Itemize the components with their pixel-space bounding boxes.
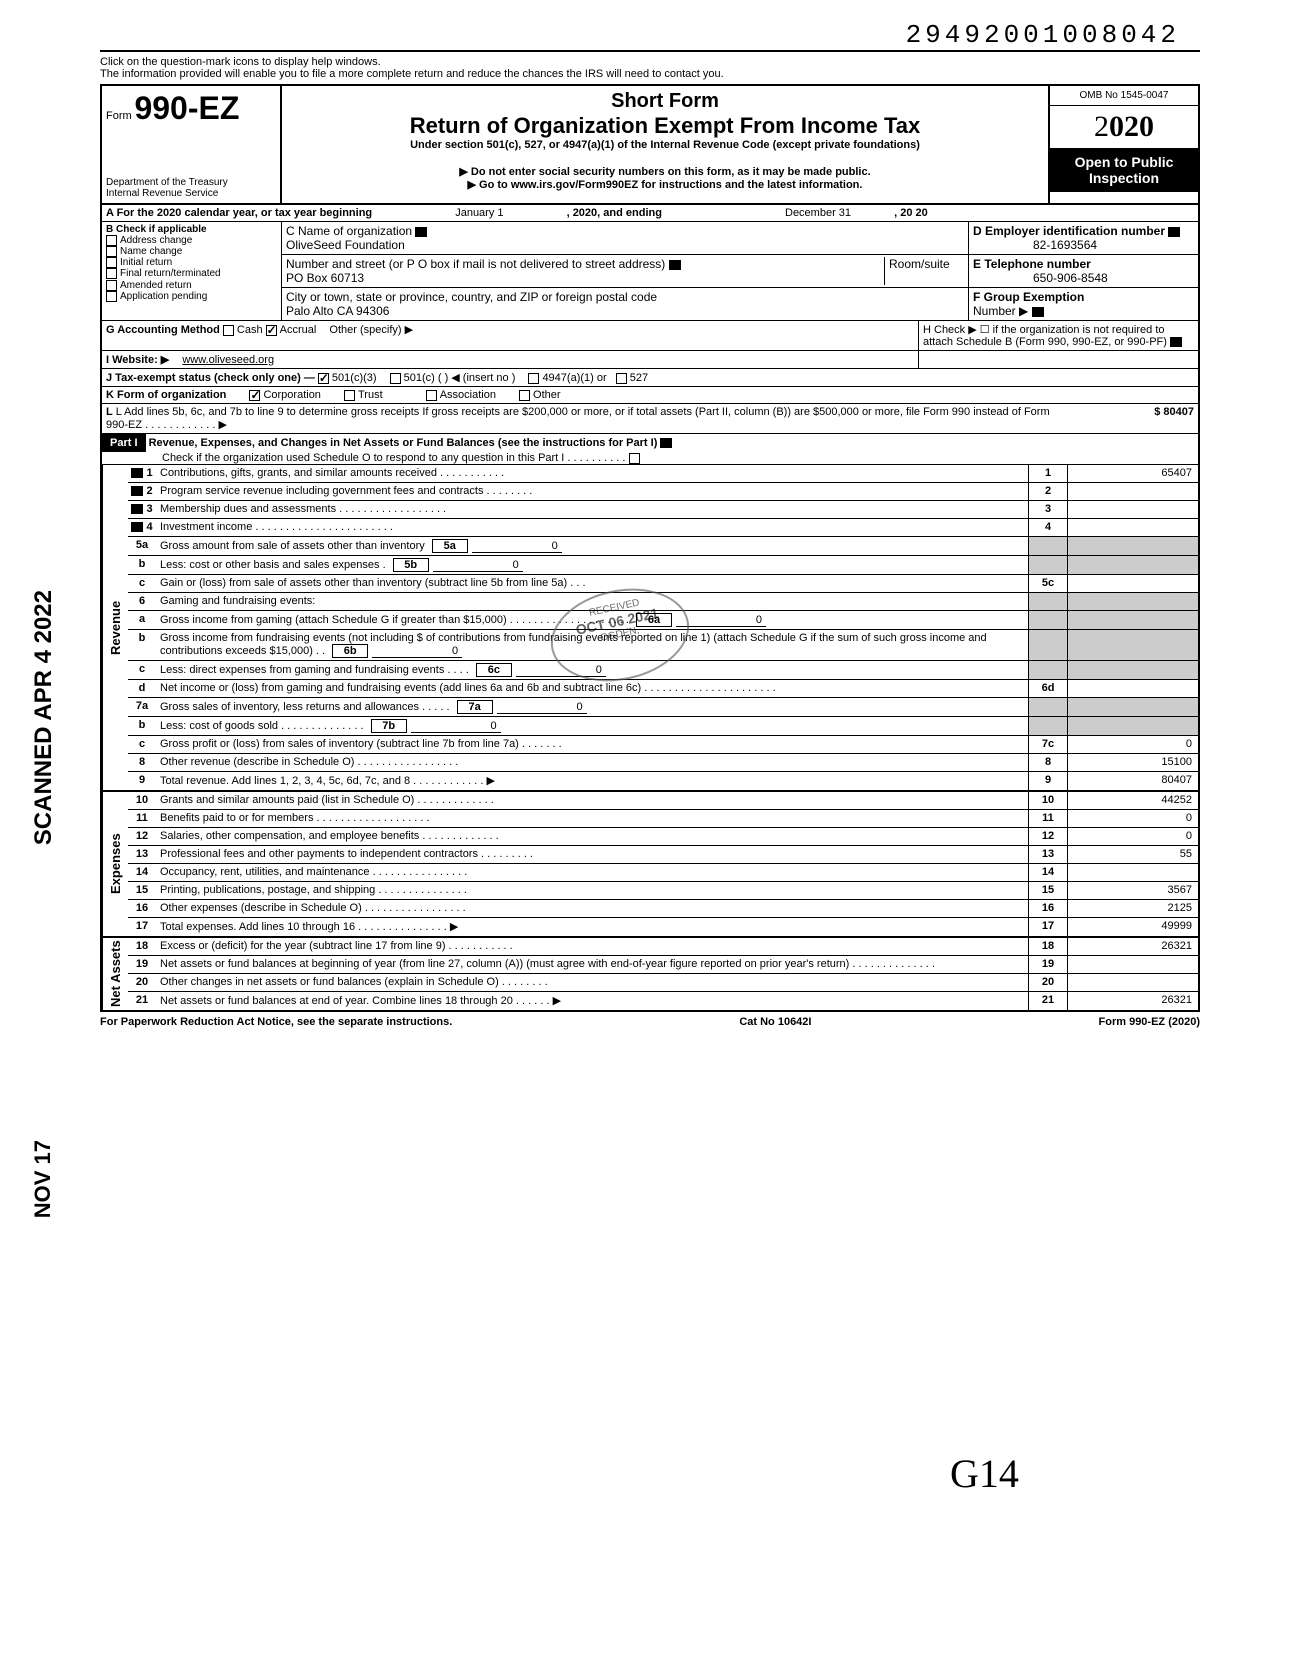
- addr-label: Number and street (or P O box if mail is…: [286, 257, 665, 271]
- org-name: OliveSeed Foundation: [286, 238, 405, 252]
- section-f-label: F Group Exemption: [973, 290, 1084, 304]
- corp-checkbox[interactable]: [249, 390, 260, 401]
- 501c-checkbox[interactable]: [390, 373, 401, 384]
- line-h: H Check ▶ ☐ if the organization is not r…: [923, 324, 1167, 348]
- form-line-15: 15Printing, publications, postage, and s…: [128, 882, 1198, 900]
- form-line-7a: 7aGross sales of inventory, less returns…: [128, 698, 1198, 717]
- section-d-label: D Employer identification number: [973, 224, 1165, 238]
- instructions: Click on the question-mark icons to disp…: [100, 50, 1200, 84]
- applicable-checkbox[interactable]: [106, 291, 117, 302]
- form-line-14: 14Occupancy, rent, utilities, and mainte…: [128, 864, 1198, 882]
- line-k: K Form of organization Corporation Trust…: [100, 387, 1200, 404]
- omb-number: OMB No 1545-0047: [1050, 86, 1198, 106]
- trust-checkbox[interactable]: [344, 390, 355, 401]
- expenses-section: Expenses 10Grants and similar amounts pa…: [100, 792, 1200, 938]
- net-assets-label: Net Assets: [102, 938, 128, 1010]
- help-icon[interactable]: [1170, 337, 1182, 347]
- applicable-checkbox[interactable]: [106, 246, 117, 257]
- subtitle: Under section 501(c), 527, or 4947(a)(1)…: [286, 139, 1044, 151]
- form-line-c: cGross profit or (loss) from sales of in…: [128, 736, 1198, 754]
- form-line-b: bLess: cost or other basis and sales exp…: [128, 556, 1198, 575]
- form-line-11: 11Benefits paid to or for members . . . …: [128, 810, 1198, 828]
- schedule-o-checkbox[interactable]: [629, 453, 640, 464]
- open-public: Open to Public Inspection: [1050, 148, 1198, 192]
- form-line-3: 3Membership dues and assessments . . . .…: [128, 501, 1198, 519]
- phone: 650-906-8548: [1033, 271, 1108, 285]
- 527-checkbox[interactable]: [616, 373, 627, 384]
- help-icon[interactable]: [660, 438, 672, 448]
- signature-initials: G14: [950, 1450, 1019, 1497]
- form-page: 29492001008042 Click on the question-mar…: [100, 20, 1200, 1032]
- form-line-c: cGain or (loss) from sale of assets othe…: [128, 575, 1198, 593]
- line-l: L L Add lines 5b, 6c, and 7b to line 9 t…: [100, 404, 1200, 434]
- part1-header: Part I Revenue, Expenses, and Changes in…: [100, 434, 1200, 465]
- room-suite-label: Room/suite: [884, 257, 964, 285]
- help-icon[interactable]: [1168, 227, 1180, 237]
- section-e-label: E Telephone number: [973, 257, 1091, 271]
- form-line-20: 20Other changes in net assets or fund ba…: [128, 974, 1198, 992]
- net-assets-section: Net Assets 18Excess or (deficit) for the…: [100, 938, 1200, 1012]
- form-line-21: 21Net assets or fund balances at end of …: [128, 992, 1198, 1010]
- form-line-10: 10Grants and similar amounts paid (list …: [128, 792, 1198, 810]
- applicable-checkbox[interactable]: [106, 280, 117, 291]
- org-address: PO Box 60713: [286, 271, 364, 285]
- section-f-number: Number ▶: [973, 304, 1028, 318]
- warning-url: ▶ Go to www.irs.gov/Form990EZ for instru…: [286, 178, 1044, 191]
- return-title: Return of Organization Exempt From Incom…: [286, 113, 1044, 139]
- form-header: Form 990-EZ Department of the Treasury I…: [100, 84, 1200, 205]
- section-b-label: B Check if applicable: [106, 224, 207, 235]
- line-g-label: G Accounting Method: [106, 324, 220, 336]
- form-line-16: 16Other expenses (describe in Schedule O…: [128, 900, 1198, 918]
- document-locator-number: 29492001008042: [100, 20, 1200, 50]
- form-number: 990-EZ: [134, 90, 239, 126]
- expenses-label: Expenses: [102, 792, 128, 936]
- help-icon[interactable]: [1032, 307, 1044, 317]
- form-line-17: 17Total expenses. Add lines 10 through 1…: [128, 918, 1198, 936]
- section-c-name-label: C Name of organization: [286, 224, 412, 238]
- form-line-12: 12Salaries, other compensation, and empl…: [128, 828, 1198, 846]
- nov-date-stamp: NOV 17: [30, 1140, 56, 1218]
- 501c3-checkbox[interactable]: [318, 373, 329, 384]
- applicable-checkbox[interactable]: [106, 235, 117, 246]
- dept-treasury: Department of the Treasury Internal Reve…: [106, 177, 276, 199]
- form-line-8: 8Other revenue (describe in Schedule O) …: [128, 754, 1198, 772]
- form-line-b: bLess: cost of goods sold . . . . . . . …: [128, 717, 1198, 736]
- form-label: Form: [106, 110, 132, 122]
- form-line-d: dNet income or (loss) from gaming and fu…: [128, 680, 1198, 698]
- line-i-label: I Website: ▶: [106, 354, 169, 366]
- short-form-title: Short Form: [286, 90, 1044, 113]
- help-icon[interactable]: [669, 260, 681, 270]
- form-line-9: 9Total revenue. Add lines 1, 2, 3, 4, 5c…: [128, 772, 1198, 790]
- other-checkbox[interactable]: [519, 390, 530, 401]
- tax-year: 20202020: [1050, 106, 1198, 148]
- form-line-2: 2Program service revenue including gover…: [128, 483, 1198, 501]
- applicable-checkbox[interactable]: [106, 257, 117, 268]
- form-line-19: 19Net assets or fund balances at beginni…: [128, 956, 1198, 974]
- form-line-13: 13Professional fees and other payments t…: [128, 846, 1198, 864]
- city-label: City or town, state or province, country…: [286, 290, 657, 304]
- cash-checkbox[interactable]: [223, 325, 234, 336]
- ein: 82-1693564: [1033, 238, 1097, 252]
- 4947-checkbox[interactable]: [528, 373, 539, 384]
- form-line-18: 18Excess or (deficit) for the year (subt…: [128, 938, 1198, 956]
- page-footer: For Paperwork Reduction Act Notice, see …: [100, 1012, 1200, 1032]
- applicable-checkbox[interactable]: [106, 268, 117, 279]
- period-line: A For the 2020 calendar year, or tax yea…: [100, 205, 1200, 222]
- form-line-4: 4Investment income . . . . . . . . . . .…: [128, 519, 1198, 537]
- warning-ssn: ▶ Do not enter social security numbers o…: [286, 165, 1044, 178]
- revenue-label: Revenue: [102, 465, 128, 790]
- website: www.oliveseed.org: [182, 354, 274, 366]
- line-j: J Tax-exempt status (check only one) — 5…: [100, 369, 1200, 387]
- form-line-5a: 5aGross amount from sale of assets other…: [128, 537, 1198, 556]
- org-city: Palo Alto CA 94306: [286, 304, 389, 318]
- scanned-stamp: SCANNED APR 4 2022: [30, 590, 58, 845]
- help-icon[interactable]: [415, 227, 427, 237]
- assoc-checkbox[interactable]: [426, 390, 437, 401]
- form-line-1: 1Contributions, gifts, grants, and simil…: [128, 465, 1198, 483]
- accrual-checkbox[interactable]: [266, 325, 277, 336]
